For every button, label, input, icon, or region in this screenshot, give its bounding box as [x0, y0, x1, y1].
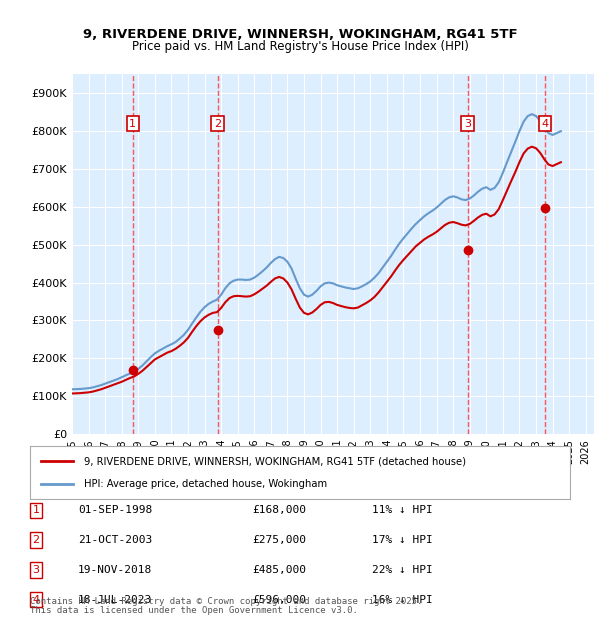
- Text: 17% ↓ HPI: 17% ↓ HPI: [372, 535, 433, 545]
- Text: 18-JUL-2023: 18-JUL-2023: [78, 595, 152, 604]
- Text: This data is licensed under the Open Government Licence v3.0.: This data is licensed under the Open Gov…: [30, 606, 358, 615]
- Text: 11% ↓ HPI: 11% ↓ HPI: [372, 505, 433, 515]
- Text: 3: 3: [32, 565, 40, 575]
- Text: 9, RIVERDENE DRIVE, WINNERSH, WOKINGHAM, RG41 5TF (detached house): 9, RIVERDENE DRIVE, WINNERSH, WOKINGHAM,…: [84, 456, 466, 466]
- Text: 4: 4: [32, 595, 40, 604]
- Text: 19-NOV-2018: 19-NOV-2018: [78, 565, 152, 575]
- Text: £596,000: £596,000: [252, 595, 306, 604]
- Text: Price paid vs. HM Land Registry's House Price Index (HPI): Price paid vs. HM Land Registry's House …: [131, 40, 469, 53]
- Text: 1: 1: [32, 505, 40, 515]
- Text: 4: 4: [541, 118, 548, 128]
- Text: 22% ↓ HPI: 22% ↓ HPI: [372, 565, 433, 575]
- Text: Contains HM Land Registry data © Crown copyright and database right 2025.: Contains HM Land Registry data © Crown c…: [30, 597, 422, 606]
- Text: 16% ↓ HPI: 16% ↓ HPI: [372, 595, 433, 604]
- Text: 2: 2: [32, 535, 40, 545]
- Text: 2: 2: [214, 118, 221, 128]
- Text: £485,000: £485,000: [252, 565, 306, 575]
- Text: 9, RIVERDENE DRIVE, WINNERSH, WOKINGHAM, RG41 5TF: 9, RIVERDENE DRIVE, WINNERSH, WOKINGHAM,…: [83, 28, 517, 41]
- Text: 1: 1: [130, 118, 136, 128]
- Text: 3: 3: [464, 118, 471, 128]
- Text: HPI: Average price, detached house, Wokingham: HPI: Average price, detached house, Woki…: [84, 479, 327, 489]
- Text: £275,000: £275,000: [252, 535, 306, 545]
- Text: 21-OCT-2003: 21-OCT-2003: [78, 535, 152, 545]
- Text: 01-SEP-1998: 01-SEP-1998: [78, 505, 152, 515]
- Text: £168,000: £168,000: [252, 505, 306, 515]
